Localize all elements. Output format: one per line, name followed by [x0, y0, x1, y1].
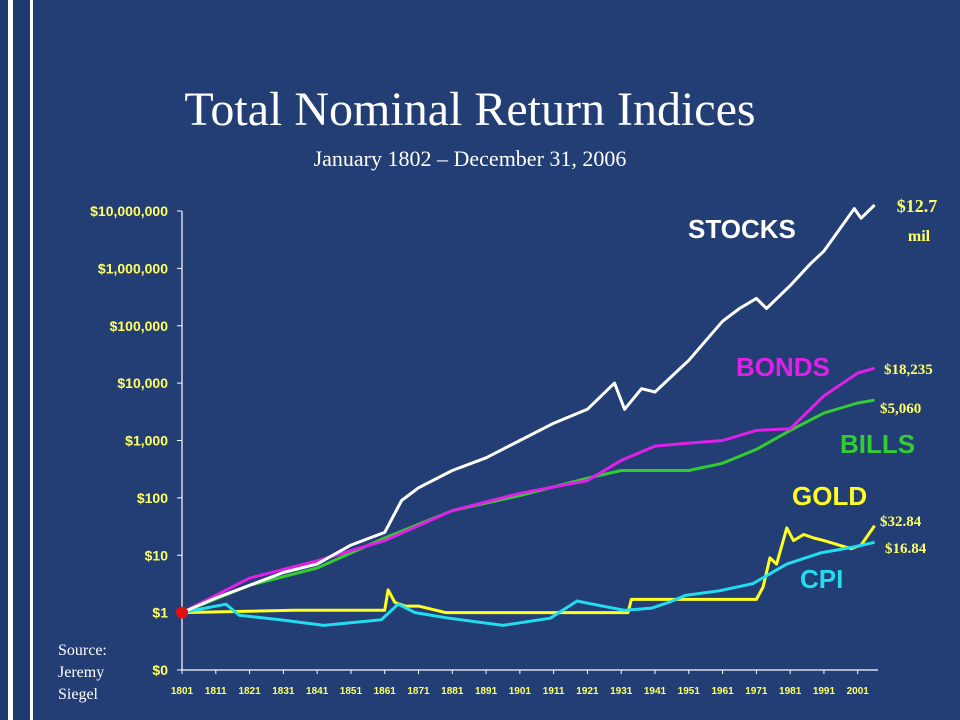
- y-tick-label: $0: [152, 662, 168, 678]
- series-label-bills: BILLS: [840, 429, 915, 459]
- source-line: Jeremy: [58, 664, 105, 681]
- x-tick-label: 1951: [678, 686, 701, 697]
- x-tick-label: 1911: [543, 686, 565, 697]
- y-tick-label: $10,000,000: [90, 203, 168, 219]
- start-marker-dot: [176, 606, 188, 619]
- x-tick-label: 1851: [340, 686, 363, 697]
- series-line-cpi: [181, 540, 875, 627]
- x-tick-label: 1931: [610, 686, 633, 697]
- series-line-stocks: [181, 203, 876, 614]
- end-value-cpi: $16.84: [885, 541, 927, 557]
- x-tick-label: 1891: [475, 686, 498, 697]
- left-stripe-outer: [8, 0, 13, 720]
- x-tick-label: 1971: [745, 686, 768, 697]
- y-tick-label: $100,000: [110, 318, 169, 334]
- series-label-stocks: STOCKS: [688, 214, 796, 244]
- end-value-stocks-unit: mil: [908, 228, 931, 245]
- end-value-bills: $5,060: [880, 401, 921, 417]
- x-tick-label: 1961: [711, 686, 734, 697]
- x-tick-label: 1941: [644, 686, 667, 697]
- y-tick-label: $10,000: [117, 375, 168, 391]
- series-label-bonds: BONDS: [736, 352, 830, 382]
- source-note: Source: Jeremy Siegel: [58, 640, 138, 706]
- x-tick-label: 1821: [238, 686, 261, 697]
- end-value-bonds: $18,235: [884, 362, 933, 378]
- x-tick-label: 1901: [509, 686, 532, 697]
- end-value-stocks: $12.7: [897, 196, 938, 216]
- x-tick-label: 1981: [779, 686, 802, 697]
- x-tick-label: 1881: [441, 686, 464, 697]
- series-line-bills: [181, 398, 875, 614]
- chart-title: Total Nominal Return Indices: [184, 83, 756, 136]
- end-value-gold: $32.84: [880, 514, 922, 530]
- x-tick-label: 1801: [171, 686, 194, 697]
- x-tick-label: 1831: [272, 686, 295, 697]
- source-line: Siegel: [58, 686, 98, 703]
- x-tick-label: 1991: [813, 686, 836, 697]
- x-tick-label: 1811: [205, 686, 227, 697]
- y-tick-label: $1: [152, 605, 168, 621]
- left-stripe-inner: [30, 0, 33, 720]
- series-line-gold: [181, 524, 876, 615]
- y-tick-label: $10: [145, 547, 169, 563]
- y-tick-label: $1,000,000: [98, 260, 168, 276]
- x-tick-label: 1871: [407, 686, 430, 697]
- y-tick-label: $1,000: [125, 433, 168, 449]
- x-tick-label: 1921: [576, 686, 599, 697]
- x-tick-label: 2001: [847, 686, 870, 697]
- left-decorative-bar: [0, 0, 32, 720]
- x-tick-label: 1841: [306, 686, 329, 697]
- source-line: Source:: [58, 642, 107, 659]
- x-tick-label: 1861: [374, 686, 397, 697]
- series-label-cpi: CPI: [800, 564, 843, 594]
- series-label-gold: GOLD: [792, 481, 867, 511]
- y-tick-label: $100: [137, 490, 168, 506]
- series-line-bonds: [181, 366, 876, 614]
- chart-subtitle: January 1802 – December 31, 2006: [313, 146, 627, 171]
